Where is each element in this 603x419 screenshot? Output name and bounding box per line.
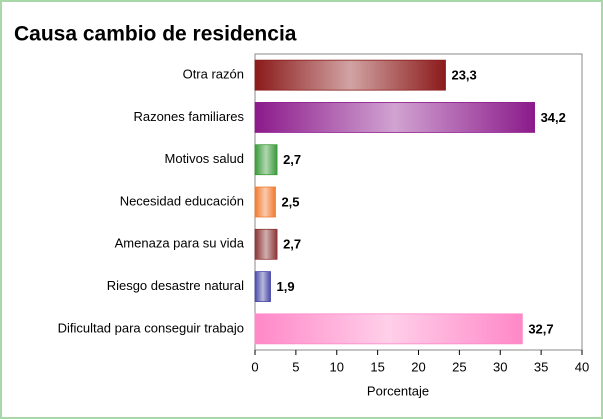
bar bbox=[254, 144, 278, 176]
value-label: 2,7 bbox=[283, 237, 301, 252]
x-tick-label: 10 bbox=[330, 359, 344, 374]
bar bbox=[254, 313, 523, 345]
x-tick-label: 40 bbox=[575, 359, 589, 374]
value-label: 2,7 bbox=[283, 152, 301, 167]
y-tick-label: Motivos salud bbox=[165, 151, 244, 166]
x-tick-label: 0 bbox=[251, 359, 258, 374]
value-label: 34,2 bbox=[541, 110, 566, 125]
value-label: 2,5 bbox=[281, 194, 299, 209]
y-tick-label: Amenaza para su vida bbox=[115, 236, 245, 251]
chart-title: Causa cambio de residencia bbox=[14, 23, 297, 46]
bar bbox=[254, 271, 271, 302]
x-tick-label: 35 bbox=[534, 359, 548, 374]
bar bbox=[254, 186, 276, 218]
x-axis-label: Porcentaje bbox=[367, 383, 429, 398]
x-tick-label: 25 bbox=[452, 359, 466, 374]
y-tick-label: Razones familiares bbox=[133, 109, 244, 124]
y-tick-label: Otra razón bbox=[183, 67, 244, 82]
value-label: 23,3 bbox=[451, 68, 476, 83]
x-tick-label: 30 bbox=[493, 359, 507, 374]
y-tick-label: Riesgo desastre natural bbox=[107, 278, 244, 293]
x-tick-label: 5 bbox=[292, 359, 299, 374]
value-label: 1,9 bbox=[277, 279, 295, 294]
x-tick-label: 20 bbox=[411, 359, 425, 374]
bar bbox=[254, 59, 446, 91]
bar bbox=[254, 102, 535, 133]
y-tick-label: Dificultad para conseguir trabajo bbox=[58, 320, 244, 335]
bar bbox=[254, 228, 278, 260]
y-tick-label: Necesidad educación bbox=[120, 193, 244, 208]
value-label: 32,7 bbox=[528, 321, 553, 336]
x-tick-label: 15 bbox=[370, 359, 384, 374]
